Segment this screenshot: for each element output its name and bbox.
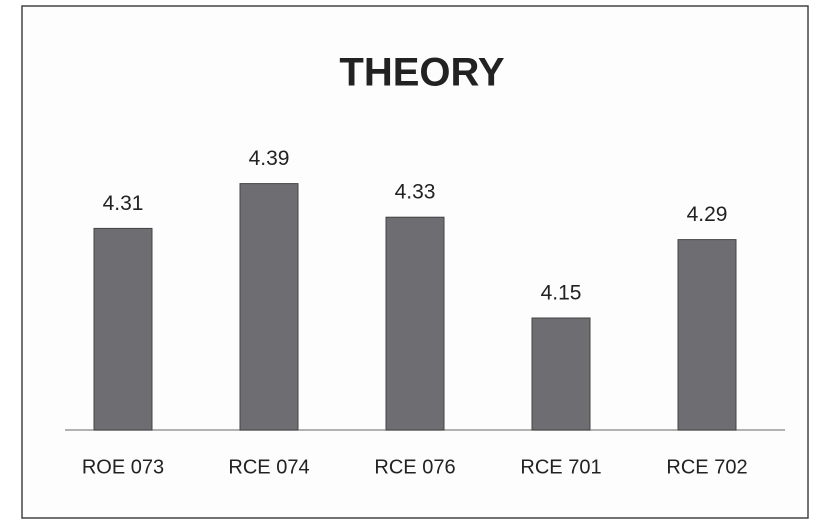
bar [93, 227, 153, 431]
data-label: 4.33 [395, 181, 436, 204]
x-tick-label: RCE 076 [374, 456, 455, 478]
data-label: 4.29 [687, 203, 728, 226]
data-label: 4.31 [103, 192, 144, 215]
x-tick-label: RCE 702 [666, 456, 747, 478]
x-tick-label: ROE 073 [82, 456, 164, 478]
bar [385, 216, 445, 431]
bar [531, 317, 591, 431]
data-label: 4.15 [541, 282, 582, 305]
data-label: 4.39 [249, 147, 290, 170]
x-tick-label: RCE 074 [228, 456, 309, 478]
chart-title: THEORY [339, 51, 505, 95]
bar [239, 183, 299, 431]
bar [677, 239, 737, 431]
x-tick-label: RCE 701 [520, 456, 601, 478]
